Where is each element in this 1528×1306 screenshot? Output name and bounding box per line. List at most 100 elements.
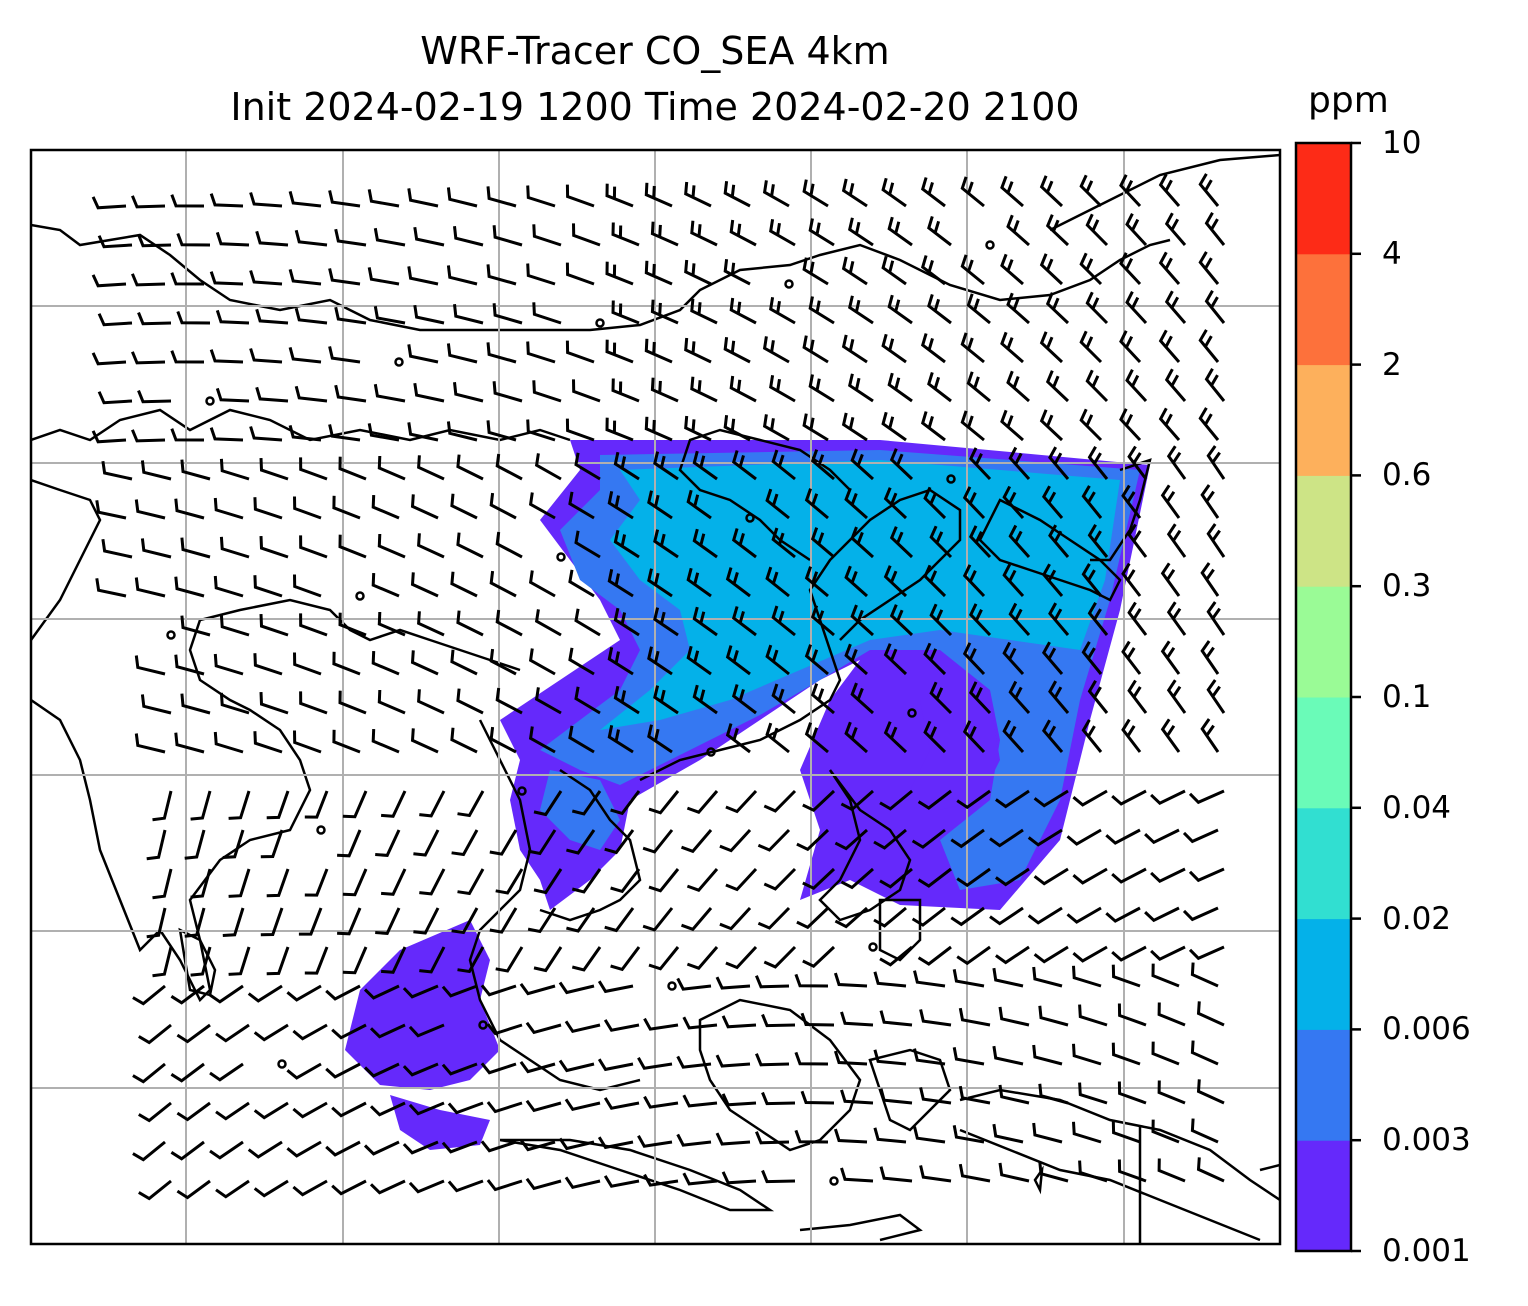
- wind-barb: [1117, 1003, 1147, 1027]
- wind-barb: [337, 907, 362, 936]
- wind-barb: [992, 1123, 1024, 1144]
- wind-barb: [292, 1101, 328, 1119]
- wind-barb: [373, 383, 406, 403]
- wind-barb: [604, 829, 635, 855]
- wind-barb: [647, 568, 673, 598]
- wind-barb: [913, 1048, 946, 1066]
- wind-barb: [331, 1023, 367, 1040]
- wind-barb: [1190, 1040, 1219, 1066]
- wind-barb: [1041, 485, 1064, 519]
- wind-barb: [929, 681, 953, 715]
- wind-barb: [1045, 214, 1070, 247]
- wind-barb: [91, 352, 127, 366]
- wind-barb: [134, 655, 166, 676]
- wind-barb: [719, 906, 752, 931]
- wind-barb: [1111, 1120, 1141, 1144]
- wind-barb: [995, 945, 1030, 965]
- wind-barb: [1204, 290, 1226, 324]
- wind-barb: [1190, 1118, 1219, 1144]
- wind-barb: [761, 1013, 796, 1028]
- colorbar-tick-label: 0.6: [1382, 457, 1432, 494]
- wind-barb: [492, 381, 523, 403]
- wind-barb: [215, 1179, 250, 1199]
- wind-barb: [844, 565, 868, 598]
- wind-barb: [920, 411, 946, 442]
- wind-barb: [259, 692, 289, 715]
- wind-barb: [958, 1085, 991, 1105]
- wind-barb: [1127, 445, 1148, 480]
- wind-barb: [1081, 641, 1103, 675]
- wind-barb: [956, 789, 991, 810]
- wind-barb: [761, 1169, 796, 1184]
- wind-barb: [1033, 867, 1069, 886]
- wind-barb: [288, 347, 322, 364]
- wind-barb: [771, 605, 796, 637]
- wind-barb: [526, 263, 556, 286]
- wind-barb: [966, 371, 991, 403]
- wind-barb: [804, 566, 829, 598]
- wind-barb: [1111, 964, 1141, 988]
- wind-barb: [450, 649, 478, 676]
- wind-barb: [841, 334, 868, 364]
- wind-barb: [489, 726, 517, 754]
- wind-barb: [213, 575, 244, 598]
- wind-barb: [564, 1020, 601, 1033]
- map-title: WRF-Tracer CO_SEA 4km: [420, 29, 890, 73]
- wind-barb: [723, 337, 751, 364]
- tracer-plume: [345, 440, 1150, 1150]
- wind-barb: [1000, 253, 1024, 286]
- wind-barb: [879, 1088, 913, 1105]
- wind-barb: [644, 338, 673, 364]
- wind-barb: [402, 1062, 439, 1077]
- wind-barb: [137, 234, 172, 248]
- wind-barb: [969, 525, 992, 559]
- wind-barb: [794, 973, 829, 988]
- wind-barb: [1121, 484, 1142, 519]
- wind-barb: [325, 984, 361, 1001]
- wind-barb: [138, 1023, 172, 1045]
- wind-barb: [131, 351, 166, 365]
- wind-barb: [692, 450, 718, 481]
- wind-barb: [97, 235, 133, 249]
- wind-barb: [331, 1179, 367, 1196]
- wind-barb: [253, 1179, 289, 1198]
- wind-barb: [603, 1019, 640, 1032]
- wind-barb: [572, 223, 601, 247]
- wind-barb: [402, 1140, 439, 1155]
- wind-barb: [495, 531, 523, 559]
- wind-barb: [209, 271, 244, 286]
- wind-barb: [328, 346, 361, 364]
- wind-barb: [255, 308, 289, 325]
- wind-barb: [1087, 446, 1109, 480]
- wind-barb: [1078, 1004, 1108, 1027]
- wind-barb: [873, 1127, 907, 1144]
- wind-barb: [1151, 963, 1180, 988]
- wind-barb: [342, 946, 368, 975]
- wind-barb: [757, 906, 791, 930]
- wind-barb: [1198, 329, 1220, 363]
- wind-barb: [410, 572, 439, 598]
- wind-barb: [1006, 292, 1030, 325]
- wind-barb: [486, 1101, 523, 1114]
- wind-barb: [761, 1091, 796, 1106]
- wind-barb: [607, 724, 634, 754]
- wind-barb: [338, 690, 367, 715]
- wind-barb: [1079, 330, 1103, 364]
- calm-wind-marker: [946, 474, 956, 484]
- wind-barb: [1008, 524, 1031, 559]
- wind-barb: [338, 456, 367, 481]
- wind-barb: [446, 343, 478, 364]
- wind-barb: [170, 428, 205, 442]
- wind-barb: [913, 970, 946, 988]
- plume-mid-south: [540, 770, 620, 850]
- wind-barb: [769, 219, 796, 247]
- wind-barb: [1144, 906, 1180, 923]
- wind-barb: [923, 564, 947, 598]
- wind-barb: [927, 215, 952, 247]
- wind-barb: [222, 907, 245, 937]
- wind-barb: [715, 976, 751, 990]
- wind-barb: [1078, 1160, 1108, 1183]
- wind-barb: [255, 230, 289, 247]
- wind-barb: [419, 946, 446, 974]
- wind-barb: [919, 1165, 952, 1183]
